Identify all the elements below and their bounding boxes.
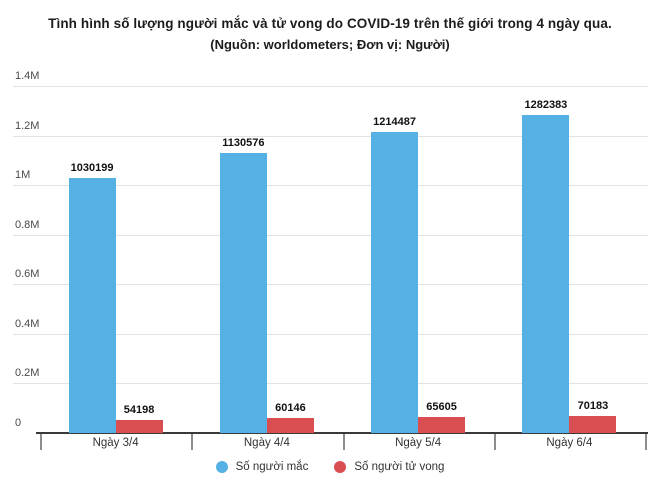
x-axis-category-label: Ngày 4/4 bbox=[243, 437, 290, 449]
cases-bar bbox=[219, 152, 267, 433]
gridline bbox=[13, 185, 648, 187]
chart-title: Tình hình số lượng người mắc và tử vong … bbox=[48, 16, 612, 31]
y-axis-label: 1.4M bbox=[15, 70, 40, 82]
cases-value-label: 1130576 bbox=[222, 136, 265, 149]
gridline bbox=[13, 234, 648, 236]
x-axis-category-label: Ngày 3/4 bbox=[92, 437, 139, 449]
axis-tick bbox=[645, 434, 647, 450]
y-axis-label: 0.4M bbox=[15, 317, 40, 330]
gridline bbox=[13, 383, 648, 385]
deaths-value-label: 65605 bbox=[426, 400, 457, 413]
deaths-legend-label: Số người tử vong bbox=[354, 461, 445, 473]
axis-tick bbox=[342, 434, 345, 450]
axis-tick bbox=[40, 434, 42, 450]
cases-bar bbox=[68, 177, 116, 433]
y-axis-label: 0.2M bbox=[15, 367, 40, 380]
gridline bbox=[13, 86, 648, 87]
cases-value-label: 1282383 bbox=[524, 99, 568, 112]
legend-item-deaths: Số người tử vong bbox=[334, 461, 444, 473]
y-axis-label: 0 bbox=[15, 417, 22, 429]
gridline bbox=[13, 333, 648, 335]
deaths-bar bbox=[115, 419, 163, 433]
chart-subtitle: (Nguồn: worldometers; Đơn vị: Người) bbox=[210, 37, 450, 52]
deaths-value-label: 60146 bbox=[275, 402, 306, 415]
gridline bbox=[13, 284, 648, 286]
gridline bbox=[13, 135, 648, 137]
axis-tick bbox=[493, 434, 496, 450]
x-axis-category-label: Ngày 5/4 bbox=[395, 437, 442, 449]
x-axis-category-label: Ngày 6/4 bbox=[546, 437, 593, 449]
deaths-value-label: 70183 bbox=[577, 399, 609, 412]
cases-legend-label: Số người mắc bbox=[235, 461, 309, 473]
y-axis-label: 1.2M bbox=[15, 119, 40, 132]
y-axis-label: 0.6M bbox=[15, 268, 40, 281]
deaths-bar bbox=[418, 416, 466, 433]
y-axis-label: 0.8M bbox=[15, 218, 40, 231]
cases-value-label: 1214487 bbox=[373, 116, 417, 128]
y-axis-label: 1M bbox=[15, 169, 31, 182]
cases-legend-swatch-icon bbox=[215, 461, 228, 473]
axis-tick bbox=[191, 434, 194, 450]
legend-item-cases: Số người mắc bbox=[215, 461, 309, 473]
legend: Số người mắc Số người tử vong bbox=[0, 461, 660, 473]
deaths-legend-swatch-icon bbox=[334, 461, 347, 473]
deaths-value-label: 54198 bbox=[123, 403, 155, 416]
cases-bar bbox=[522, 115, 570, 433]
cases-bar bbox=[371, 132, 419, 433]
deaths-bar bbox=[266, 418, 314, 433]
cases-value-label: 1030199 bbox=[70, 161, 114, 174]
x-axis-line bbox=[36, 432, 648, 434]
deaths-bar bbox=[569, 415, 617, 433]
